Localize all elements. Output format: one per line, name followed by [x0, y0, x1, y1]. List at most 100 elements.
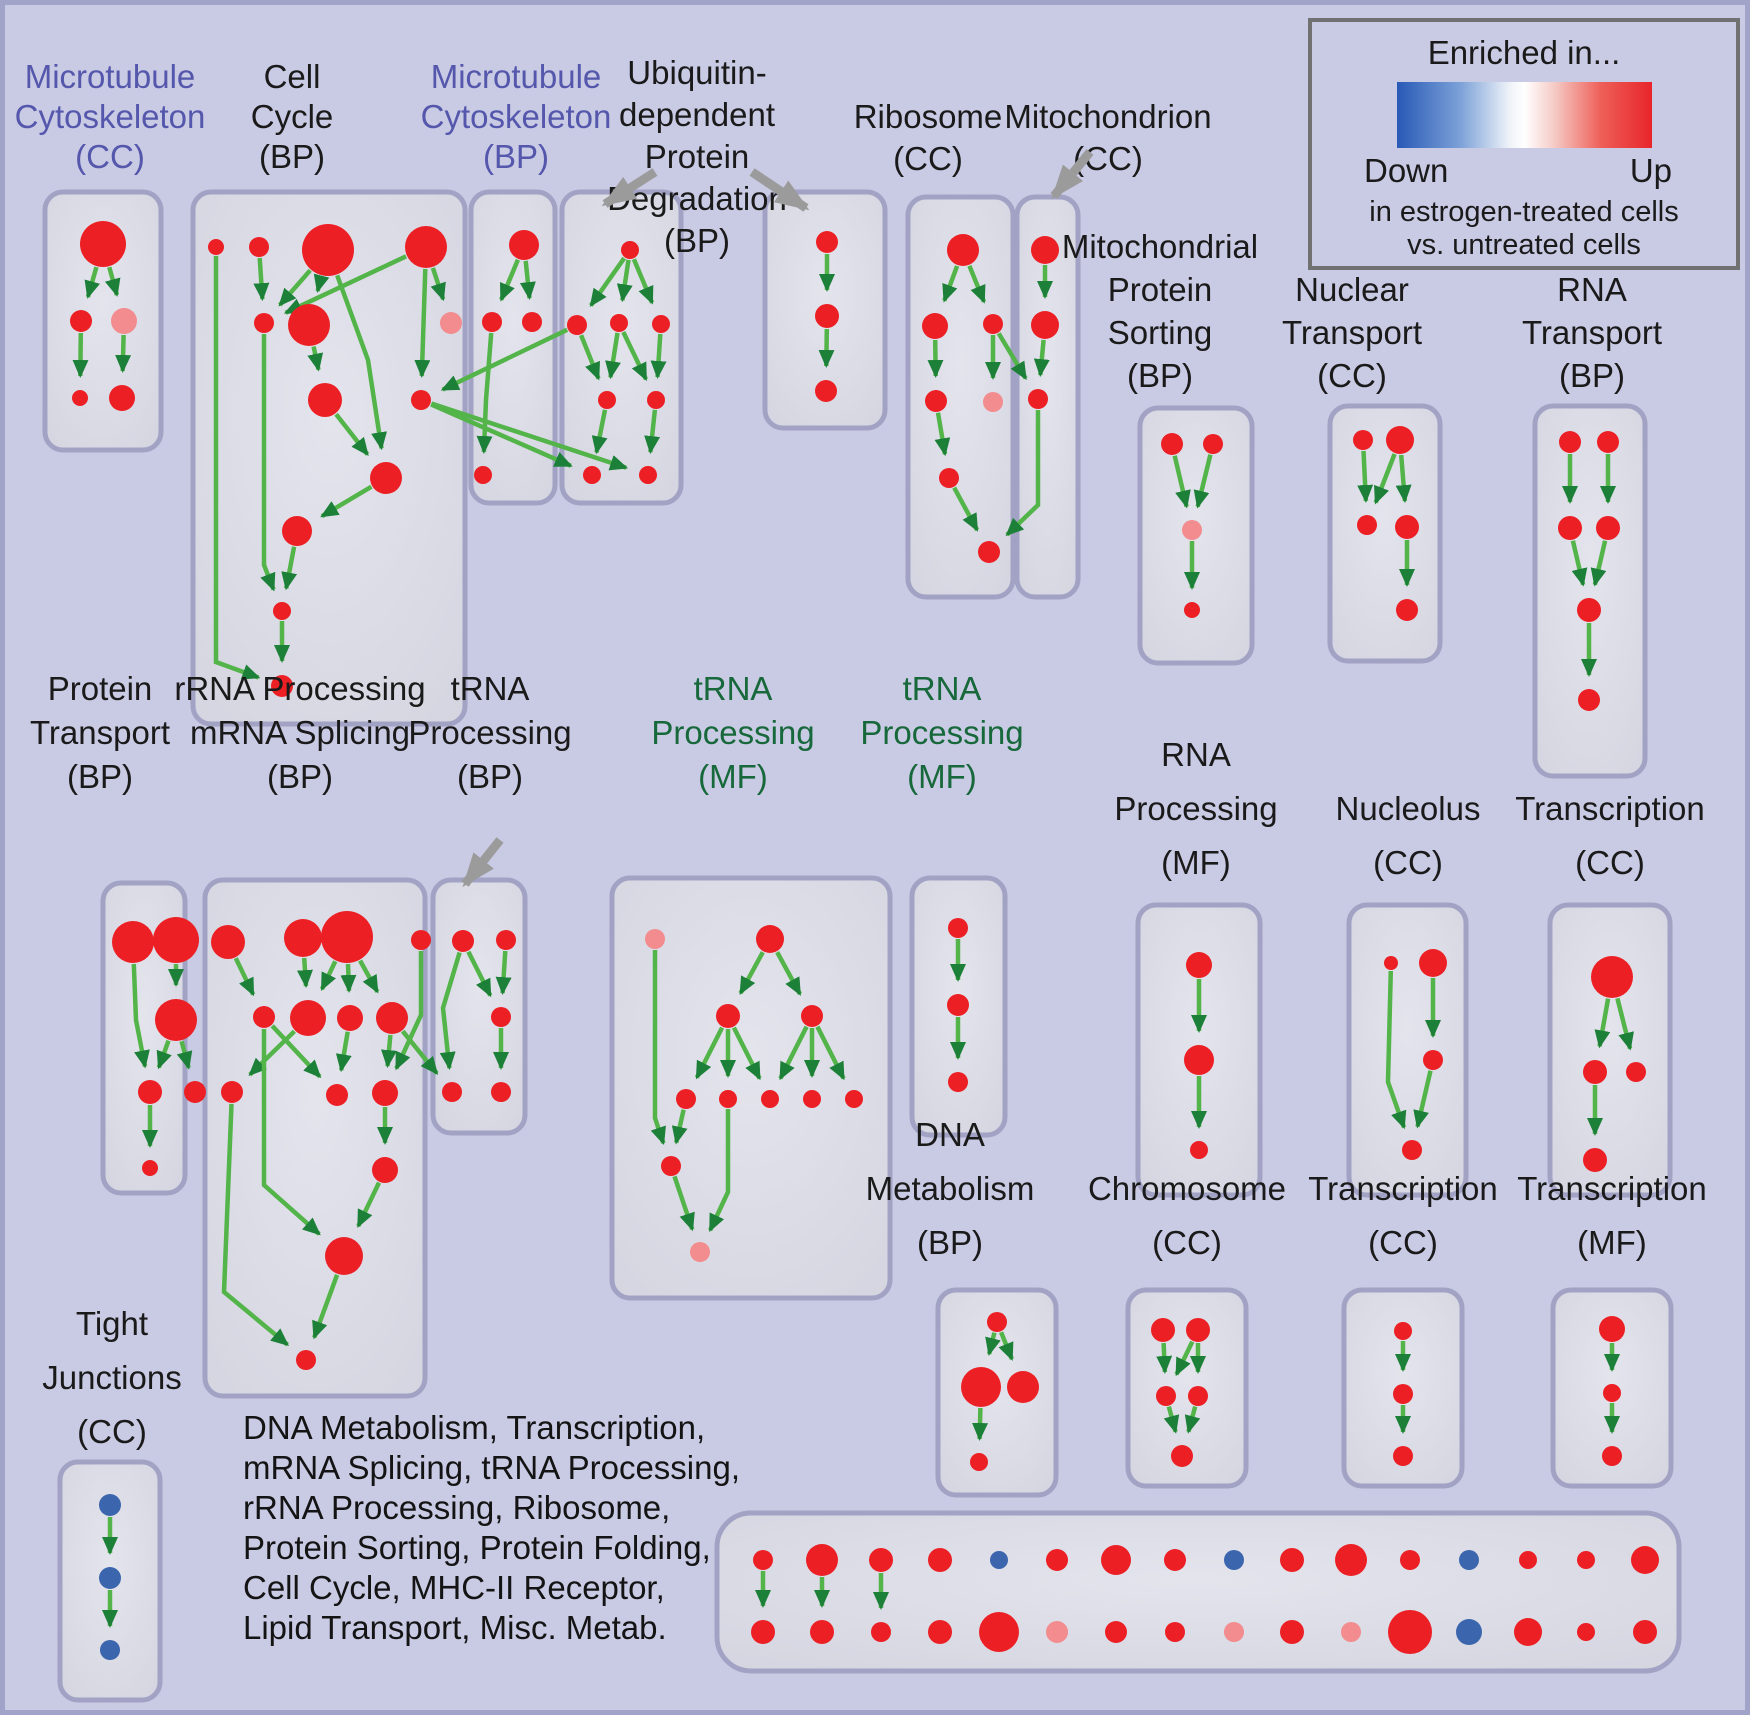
gene-node-tight_j-a	[99, 1494, 121, 1516]
edge	[1172, 455, 1191, 509]
cluster-label-dna-metabolism: DNA	[915, 1116, 985, 1153]
cluster-label-ubiquitin-degradation: (BP)	[664, 222, 730, 259]
edge	[296, 957, 313, 989]
edge	[313, 273, 330, 294]
edge	[307, 346, 324, 372]
gene-node-cell_cycle-e	[254, 313, 274, 333]
edge	[631, 258, 655, 305]
pointer-mitochondrion-arrow	[1050, 149, 1094, 200]
gene-node-chromosome-mr	[1188, 1386, 1208, 1406]
edge	[253, 257, 270, 302]
gene-node-ubq_a-m3	[652, 315, 670, 333]
gene-node-cell_cycle-d	[405, 226, 447, 268]
gene-node-nuclear-ml	[1357, 515, 1377, 535]
gene-node-trans_cc-t	[1591, 956, 1633, 998]
pointer-trna-bp-arrow	[461, 837, 504, 888]
cluster-label-rrna-mrna: rRNA Processing	[174, 670, 425, 707]
strip-node-top-8	[1164, 1549, 1186, 1571]
gene-node-mt_bp-L	[482, 312, 502, 332]
gene-node-trna_mf_big-r4	[803, 1090, 821, 1108]
strip-node-bottom-2	[810, 1620, 834, 1644]
gene-node-trna_mf_big-r2	[719, 1090, 737, 1108]
gene-node-rna_mf-a	[1186, 952, 1212, 978]
edge	[156, 1039, 172, 1070]
cluster-label-trna-mf-1: Processing	[651, 714, 814, 751]
gene-node-prot_t-t1	[112, 921, 154, 963]
cluster-label-transcription-mf: Transcription	[1517, 1170, 1707, 1207]
cluster-label-rna-processing-mf: Processing	[1114, 790, 1277, 827]
cluster-label-rrna-mrna: (BP)	[267, 758, 333, 795]
cluster-label-trna-bp: (BP)	[457, 758, 523, 795]
cluster-label-tight-junctions: (CC)	[77, 1413, 147, 1450]
cluster-box-mixed-strip	[714, 1510, 1682, 1674]
edge	[1193, 454, 1213, 509]
gene-node-trna_mf_big-L4	[661, 1156, 681, 1176]
gene-node-mito-m	[1031, 311, 1059, 339]
edge	[430, 267, 446, 302]
edge	[356, 1181, 382, 1229]
gene-node-rna_t-mr	[1596, 516, 1620, 540]
gene-node-prot_t-l2	[184, 1081, 206, 1103]
cluster-label-rna-processing-mf: (MF)	[1161, 844, 1231, 881]
cluster-label-protein-transport: (BP)	[67, 758, 133, 795]
gene-node-cell_cycle-f	[288, 304, 330, 346]
edge	[579, 334, 601, 381]
cluster-label-trna-mf-1: (MF)	[698, 758, 768, 795]
gene-node-ubq_a-m1	[567, 315, 587, 335]
edge	[942, 265, 960, 303]
strip-node-top-2	[806, 1544, 838, 1576]
edge	[400, 1029, 439, 1075]
gene-node-tight_j-b	[99, 1567, 121, 1589]
cluster-label-rrna-mrna: mRNA Splicing	[190, 714, 410, 751]
gene-node-rna_mf-b	[1184, 1045, 1214, 1075]
cluster-label-transcription-mf: (MF)	[1577, 1224, 1647, 1261]
edge	[672, 1175, 695, 1232]
edge	[1413, 1070, 1433, 1129]
edge	[934, 412, 951, 457]
gene-node-sorting-b	[1184, 602, 1200, 618]
strip-node-bottom-8	[1165, 1622, 1185, 1642]
cluster-label-mito-protein-sorting: Mitochondrial	[1062, 228, 1258, 265]
gene-node-ubq_a-t	[621, 241, 639, 259]
gene-node-trna_bp-tr	[496, 930, 516, 950]
strip-node-bottom-7	[1105, 1621, 1127, 1643]
footnote-line: Cell Cycle, MHC-II Receptor,	[243, 1569, 665, 1606]
edge	[738, 951, 765, 995]
edge	[233, 957, 256, 997]
edge	[260, 334, 276, 592]
cluster-label-trna-bp: tRNA	[451, 670, 530, 707]
edge	[335, 1031, 352, 1073]
cluster-label-mito-protein-sorting: Sorting	[1108, 314, 1213, 351]
strip-node-bottom-4	[928, 1620, 952, 1644]
edge	[731, 1026, 762, 1081]
gene-node-ubq_a-l2	[647, 391, 665, 409]
gene-node-trans_mf_b-t	[1599, 1316, 1625, 1342]
gene-node-mito-b3	[1028, 389, 1048, 409]
edge	[605, 332, 621, 380]
gene-node-nucleolus-m	[1423, 1050, 1443, 1070]
gene-node-ubq_b-t	[816, 231, 838, 253]
gene-node-ribosome-ml	[922, 313, 948, 339]
gene-node-trna_mf_big-MR	[801, 1005, 823, 1027]
cluster-label-cell-cycle: Cycle	[251, 98, 334, 135]
gene-node-trans_cc-mr	[1626, 1062, 1646, 1082]
edge	[476, 332, 494, 454]
edge	[414, 268, 431, 378]
strip-node-bottom-12	[1388, 1610, 1432, 1654]
cluster-label-microtubule-bp: (BP)	[483, 138, 549, 175]
gene-node-mt_cc-C	[111, 308, 137, 334]
gene-node-dna_metab-t	[987, 1312, 1007, 1332]
gene-node-trans_cc_b-m	[1393, 1384, 1413, 1404]
legend-gradient-bar	[1396, 82, 1652, 148]
gene-node-trans_cc-b	[1583, 1148, 1607, 1172]
gene-node-mt_bp-B	[474, 466, 492, 484]
edge	[1174, 1340, 1195, 1377]
edge	[430, 402, 573, 468]
edge	[778, 1025, 809, 1081]
gene-node-ribosome-lo	[939, 468, 959, 488]
cluster-label-trna-mf-2: (MF)	[907, 758, 977, 795]
strip-node-top-4	[928, 1548, 952, 1572]
edge	[495, 950, 512, 996]
footnote-line: Lipid Transport, Misc. Metab.	[243, 1609, 667, 1646]
edge	[694, 1026, 725, 1080]
